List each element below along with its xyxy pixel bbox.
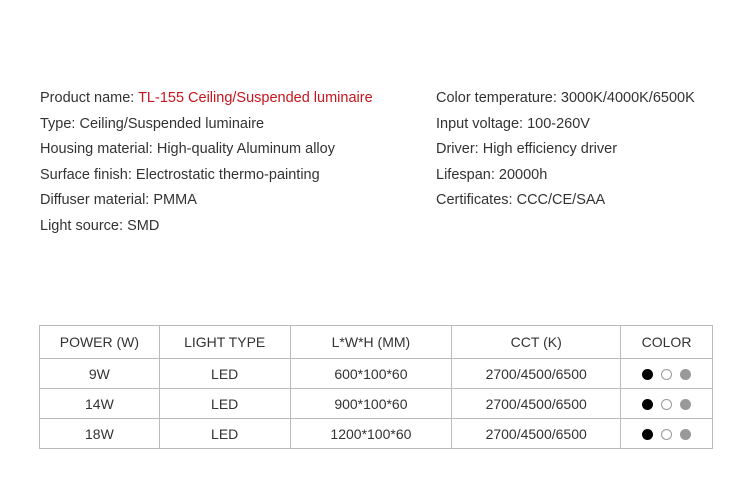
color-swatch xyxy=(661,369,673,381)
product-name: TL-155 Ceiling/Suspended luminaire xyxy=(138,90,373,106)
spec-housing: Housing material: High-quality Aluminum … xyxy=(40,141,335,157)
cell-cct: 2700/4500/6500 xyxy=(451,358,622,389)
spec-driver: Driver: High efficiency driver xyxy=(436,141,618,157)
spec-lifespan: Lifespan: 20000h xyxy=(436,166,548,183)
table-row: 14W LED 900*100*60 2700/4500/6500 xyxy=(39,388,713,419)
spec-light-source: Light source: SMD xyxy=(40,217,160,234)
header-dimensions: L*W*H (MM) xyxy=(289,325,453,359)
spec-surface: Surface finish: Electrostatic thermo-pai… xyxy=(40,166,320,183)
cell-cct: 2700/4500/6500 xyxy=(451,418,622,449)
specs-right: Color temperature: 3000K/4000K/6500K Inp… xyxy=(436,86,695,214)
cell-power: 14W xyxy=(39,388,160,419)
color-swatch xyxy=(680,429,692,441)
color-swatch xyxy=(661,429,673,441)
spec-certificates: Certificates: CCC/CE/SAA xyxy=(436,192,606,208)
spec-table: POWER (W) LIGHT TYPE L*W*H (MM) CCT (K) … xyxy=(39,325,713,449)
cell-cct: 2700/4500/6500 xyxy=(451,388,622,419)
specs-left: Product name: TL-155 Ceiling/Suspended l… xyxy=(40,86,373,239)
cell-color xyxy=(620,388,713,419)
color-swatch xyxy=(642,399,654,411)
cell-light-type: LED xyxy=(158,388,291,419)
cell-dimensions: 900*100*60 xyxy=(289,388,453,419)
spec-type: Type: Ceiling/Suspended luminaire xyxy=(40,115,265,132)
color-swatch xyxy=(680,369,692,381)
header-color: COLOR xyxy=(620,325,713,359)
spec-diffuser: Diffuser material: PMMA xyxy=(40,192,197,208)
header-light-type: LIGHT TYPE xyxy=(158,325,291,359)
color-swatch xyxy=(642,429,654,441)
table-row: 9W LED 600*100*60 2700/4500/6500 xyxy=(39,358,713,389)
color-swatch xyxy=(642,369,654,381)
color-swatch xyxy=(661,399,673,411)
cell-dimensions: 600*100*60 xyxy=(289,358,453,389)
cell-light-type: LED xyxy=(158,418,291,449)
spec-product-name: Product name: TL-155 Ceiling/Suspended l… xyxy=(40,90,373,106)
cell-color xyxy=(620,418,713,449)
cell-power: 9W xyxy=(39,358,160,389)
cell-color xyxy=(620,358,713,389)
table-row: 18W LED 1200*100*60 2700/4500/6500 xyxy=(39,418,713,449)
cell-light-type: LED xyxy=(158,358,291,389)
spec-color-temp: Color temperature: 3000K/4000K/6500K xyxy=(436,90,695,106)
header-cct: CCT (K) xyxy=(451,325,622,359)
table-header: POWER (W) LIGHT TYPE L*W*H (MM) CCT (K) … xyxy=(39,325,713,359)
spec-voltage: Input voltage: 100-260V xyxy=(436,115,590,132)
color-swatch xyxy=(680,399,692,411)
cell-power: 18W xyxy=(39,418,160,449)
header-power: POWER (W) xyxy=(39,325,160,359)
cell-dimensions: 1200*100*60 xyxy=(289,418,453,449)
